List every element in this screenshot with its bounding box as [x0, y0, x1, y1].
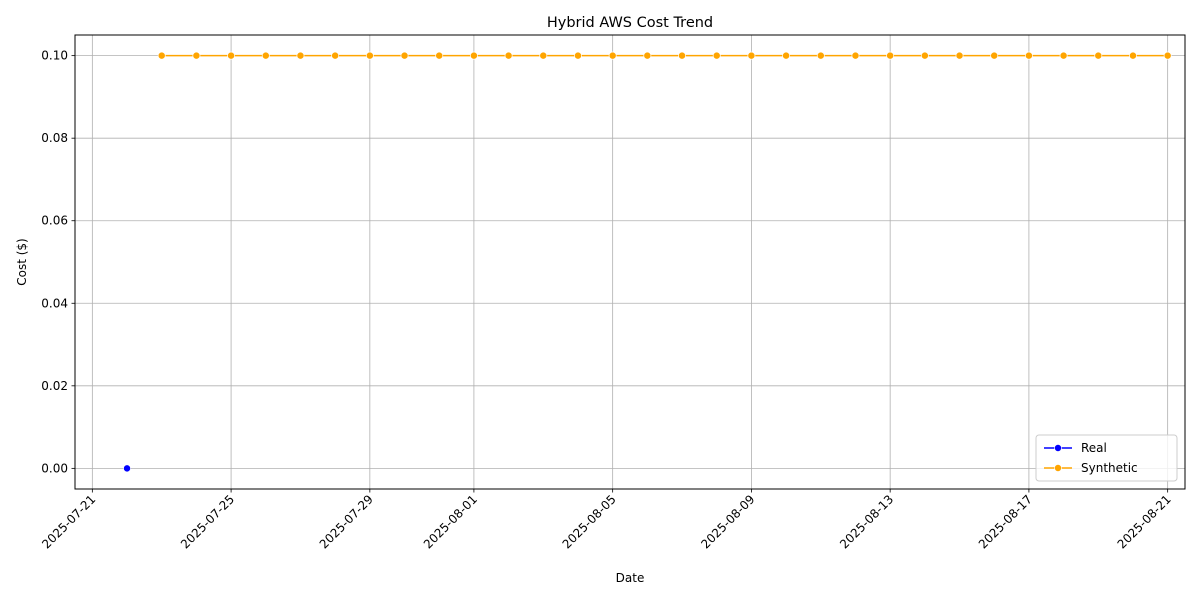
legend-item-real: Real [1044, 441, 1107, 455]
y-tick-label: 0.04 [41, 296, 68, 310]
data-point [990, 51, 999, 60]
y-tick-label: 0.02 [41, 379, 68, 393]
data-point [1129, 51, 1137, 60]
chart-title: Hybrid AWS Cost Trend [547, 15, 713, 31]
series-synthetic [157, 51, 1172, 60]
legend-marker [1054, 444, 1062, 452]
data-point [747, 51, 756, 60]
data-point [1163, 51, 1172, 60]
data-point [782, 51, 791, 60]
legend: Real Synthetic [1035, 434, 1178, 482]
data-point [1094, 51, 1103, 60]
data-point [643, 51, 652, 60]
data-point [1024, 51, 1033, 60]
data-point [712, 51, 721, 60]
y-axis: 0.00 0.02 0.04 0.06 0.08 0.10 [41, 49, 75, 475]
data-point [608, 51, 617, 60]
data-point [1059, 51, 1068, 60]
data-point [331, 51, 340, 60]
data-point [539, 51, 548, 60]
data-point [296, 51, 305, 60]
data-point [469, 51, 478, 60]
data-point [227, 51, 236, 60]
y-tick-label: 0.10 [41, 49, 68, 63]
legend-label: Real [1081, 441, 1107, 455]
data-point [365, 51, 374, 60]
y-axis-title: Cost ($) [15, 238, 29, 286]
legend-marker [1054, 464, 1062, 472]
legend-label: Synthetic [1081, 461, 1138, 475]
y-tick-label: 0.00 [41, 461, 68, 475]
data-point [123, 464, 131, 473]
y-tick-label: 0.08 [41, 131, 68, 145]
data-point [192, 51, 201, 60]
y-tick-label: 0.06 [41, 214, 68, 228]
data-point [157, 51, 166, 60]
data-point [886, 51, 895, 60]
data-point [920, 51, 929, 60]
data-point [678, 51, 686, 60]
data-point [574, 51, 582, 60]
legend-box [1035, 434, 1178, 482]
plot-area-frame [74, 34, 1186, 490]
series-layer [123, 51, 1172, 473]
data-point [816, 51, 825, 60]
data-point [504, 51, 513, 60]
data-point [435, 51, 444, 60]
series-real [123, 464, 131, 473]
x-axis-title: Date [616, 571, 645, 585]
data-point [851, 51, 860, 60]
legend-item-synthetic: Synthetic [1044, 461, 1138, 475]
data-point [261, 51, 270, 60]
data-point [955, 51, 964, 60]
data-point [400, 51, 409, 60]
